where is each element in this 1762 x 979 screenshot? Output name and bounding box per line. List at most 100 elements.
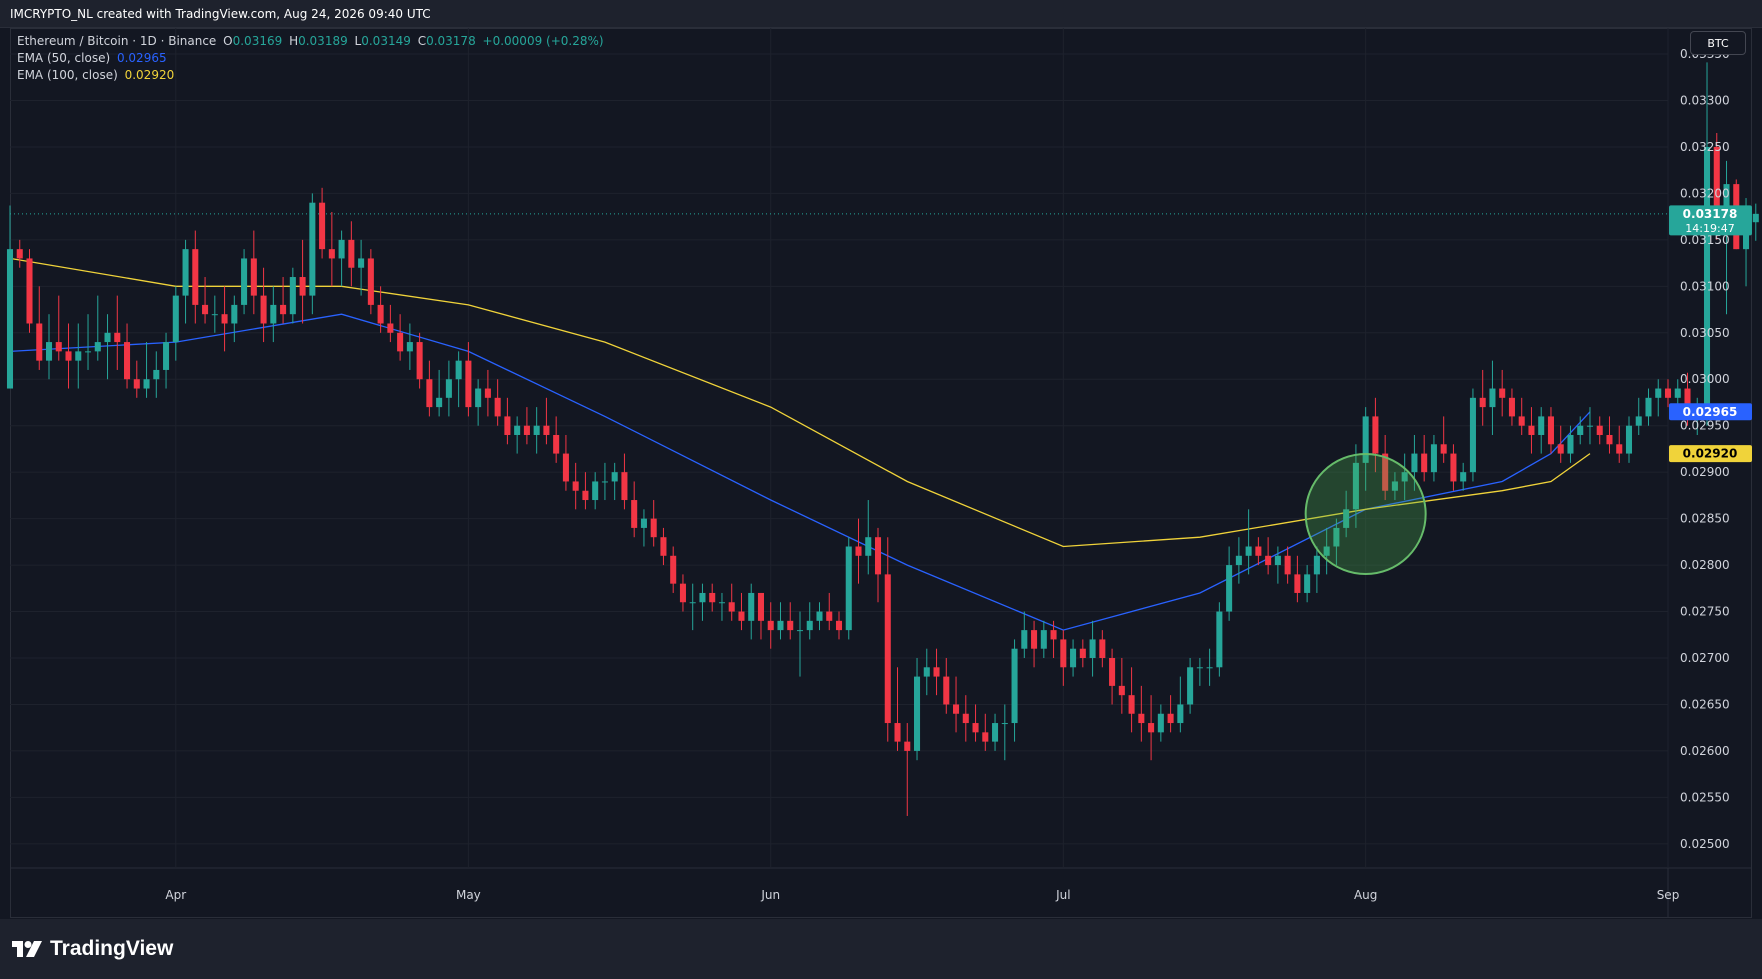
- footer-bar: TradingView: [0, 919, 1762, 979]
- candle-body: [45, 342, 53, 361]
- candle-body: [1479, 397, 1486, 408]
- candle-body: [202, 304, 209, 315]
- candle-body: [504, 416, 511, 435]
- candle-body: [670, 555, 677, 584]
- candle: [1294, 555, 1301, 603]
- candle: [543, 397, 550, 445]
- candle: [387, 304, 394, 343]
- candle: [26, 249, 33, 333]
- symbol-title[interactable]: Ethereum / Bitcoin · 1D · Binance: [17, 34, 217, 48]
- candle: [1216, 602, 1223, 677]
- candle-body: [75, 351, 82, 361]
- candle: [1723, 160, 1730, 315]
- candle: [475, 379, 482, 426]
- candle: [953, 676, 960, 733]
- candle: [806, 602, 813, 640]
- legend-ema100-row[interactable]: EMA (100, close) 0.02920: [17, 67, 607, 84]
- candle-body: [1450, 453, 1457, 482]
- candle: [1323, 527, 1330, 575]
- candle-body: [1323, 546, 1330, 556]
- candle: [699, 583, 706, 621]
- candle-body: [835, 620, 843, 631]
- candle-body: [1625, 425, 1633, 454]
- candle-body: [133, 379, 140, 389]
- candle: [845, 537, 852, 640]
- candle: [1518, 397, 1525, 435]
- price-tick-label: 0.03200: [1680, 186, 1730, 200]
- candle: [328, 211, 335, 287]
- candle: [153, 351, 160, 398]
- crossover-highlight-circle: [1304, 452, 1427, 575]
- low-label: L: [354, 34, 362, 48]
- candle: [1567, 425, 1574, 463]
- candle: [1479, 369, 1486, 426]
- candle: [787, 602, 794, 640]
- price-axis[interactable]: 0.033500.033000.032500.032000.031500.031…: [1669, 47, 1752, 851]
- ema50-price-tag[interactable]: 0.02965: [1669, 403, 1752, 421]
- ema100-price-tag-value: 0.02920: [1683, 447, 1738, 461]
- candle: [1226, 546, 1233, 621]
- candle-body: [1606, 434, 1613, 445]
- candle-body: [1265, 555, 1272, 566]
- candle-body: [845, 546, 852, 631]
- price-tick-label: 0.02500: [1680, 837, 1730, 851]
- candle: [1401, 453, 1408, 501]
- candle-body: [319, 202, 326, 250]
- price-tick-label: 0.02650: [1680, 697, 1730, 711]
- candle: [914, 658, 921, 761]
- candle: [338, 230, 345, 287]
- candle-body: [1274, 555, 1281, 566]
- currency-button[interactable]: BTC: [1690, 31, 1746, 55]
- candle: [592, 472, 599, 510]
- candle: [1040, 620, 1047, 658]
- candle-body: [1333, 527, 1340, 547]
- candle-body: [601, 481, 608, 483]
- time-axis[interactable]: Apr May Jun Jul Aug Sep: [165, 888, 1679, 902]
- candle-body: [738, 611, 745, 621]
- candle-body: [1187, 667, 1194, 705]
- candle: [1508, 388, 1515, 426]
- candle: [250, 230, 257, 315]
- candle: [1148, 695, 1155, 761]
- candle-body: [699, 592, 706, 603]
- candle-body: [1567, 434, 1574, 454]
- candle-body: [884, 574, 891, 724]
- ema100-price-tag[interactable]: 0.02920: [1669, 445, 1752, 463]
- candle: [1196, 658, 1203, 686]
- candle: [757, 592, 764, 640]
- candle-body: [241, 258, 248, 305]
- candle-body: [299, 277, 306, 296]
- legend-ema50-row[interactable]: EMA (50, close) 0.02965: [17, 50, 607, 67]
- candle-body: [1713, 146, 1720, 222]
- time-tick-label: May: [456, 888, 481, 902]
- candle-body: [1128, 695, 1135, 714]
- candle: [1118, 658, 1125, 714]
- candle-body: [455, 360, 462, 380]
- candle: [1547, 407, 1554, 454]
- ema100-value: 0.02920: [124, 68, 175, 82]
- candle-body: [1469, 397, 1476, 473]
- candle: [874, 527, 882, 603]
- ema50-label: EMA (50, close): [17, 51, 111, 65]
- candle-body: [874, 537, 882, 575]
- candle-body: [1021, 630, 1028, 649]
- candle: [270, 286, 277, 343]
- candle-body: [553, 434, 560, 454]
- candle-body: [1011, 648, 1018, 724]
- last-price-tag-bg: [1669, 205, 1752, 236]
- candle-body: [328, 249, 335, 259]
- candle-body: [728, 602, 735, 612]
- candle-body: [153, 369, 160, 380]
- candle: [553, 416, 560, 463]
- candle: [514, 416, 521, 454]
- candle: [85, 314, 92, 370]
- candle-body: [1743, 222, 1750, 250]
- tradingview-logo[interactable]: TradingView: [12, 937, 173, 961]
- candle: [816, 602, 823, 631]
- legend-symbol-row[interactable]: Ethereum / Bitcoin · 1D · Binance O0.031…: [17, 33, 607, 50]
- candle: [1109, 648, 1116, 705]
- candle-body: [1099, 639, 1106, 658]
- price-tick-label: 0.03250: [1680, 140, 1730, 154]
